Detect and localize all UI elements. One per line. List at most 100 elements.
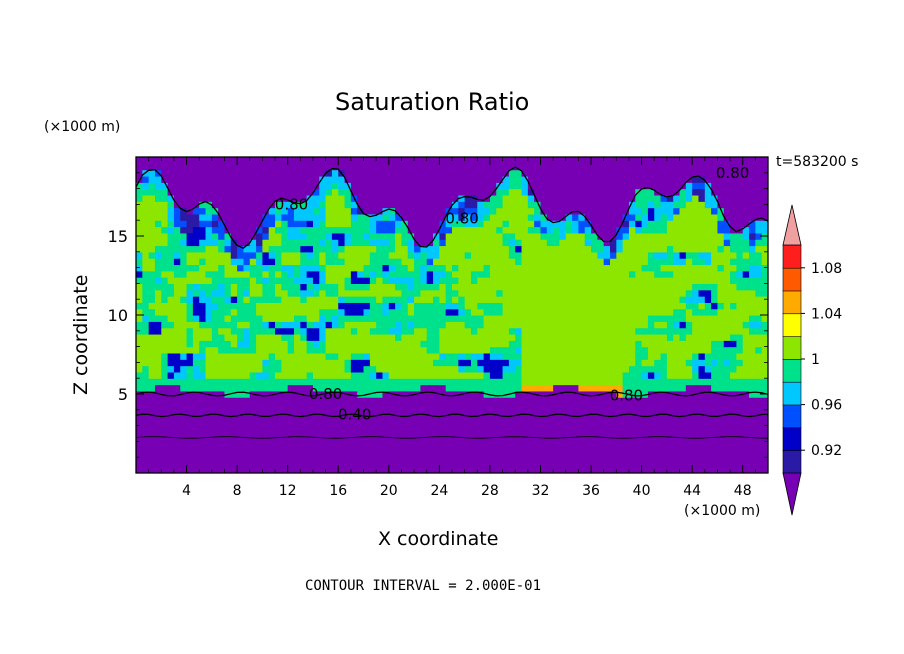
field-cell bbox=[287, 220, 308, 228]
field-cell bbox=[262, 239, 282, 247]
field-cell bbox=[369, 213, 384, 221]
field-cell bbox=[205, 207, 219, 215]
field-cell bbox=[249, 258, 257, 266]
field-cell bbox=[325, 340, 421, 348]
field-cell bbox=[730, 239, 750, 247]
field-cell bbox=[685, 258, 693, 266]
field-cell bbox=[388, 207, 396, 215]
field-cell bbox=[445, 283, 453, 291]
field-cell bbox=[445, 232, 504, 240]
field-cell bbox=[363, 308, 371, 316]
field-cell bbox=[572, 213, 579, 221]
field-cell bbox=[521, 251, 598, 259]
field-cell bbox=[211, 333, 226, 341]
field-cell bbox=[192, 226, 207, 234]
field-cell bbox=[142, 169, 156, 177]
field-cell bbox=[578, 213, 586, 221]
field-cell bbox=[256, 226, 263, 234]
field-cell bbox=[515, 245, 523, 253]
field-cell bbox=[256, 371, 270, 379]
field-cell bbox=[622, 213, 636, 221]
field-cell bbox=[205, 270, 226, 278]
field-cell bbox=[186, 270, 207, 278]
field-cell bbox=[666, 321, 674, 329]
field-cell bbox=[319, 207, 327, 215]
field-cell bbox=[749, 245, 756, 253]
field-cell bbox=[717, 296, 768, 303]
field-cell bbox=[673, 270, 731, 278]
contour-label: 0.80 bbox=[275, 195, 308, 213]
field-cell bbox=[628, 220, 636, 228]
field-cell bbox=[376, 371, 384, 379]
field-cell bbox=[237, 289, 245, 297]
field-cell bbox=[192, 365, 200, 373]
field-cell bbox=[218, 232, 226, 240]
field-cell bbox=[167, 365, 175, 373]
field-cell bbox=[489, 264, 643, 272]
field-cell bbox=[167, 352, 181, 360]
field-cell bbox=[167, 296, 181, 303]
field-cell bbox=[502, 308, 674, 316]
field-cell bbox=[218, 239, 226, 247]
field-cell bbox=[439, 226, 453, 234]
field-cell bbox=[173, 194, 308, 202]
field-cell bbox=[344, 169, 510, 177]
field-cell bbox=[249, 333, 257, 341]
field-cell bbox=[136, 352, 162, 360]
field-cell bbox=[268, 352, 276, 360]
field-cell bbox=[350, 239, 371, 247]
field-cell bbox=[559, 232, 567, 240]
field-cell bbox=[136, 308, 143, 316]
field-cell bbox=[294, 264, 301, 272]
field-cell bbox=[344, 201, 352, 209]
field-cell bbox=[211, 201, 276, 209]
field-cell bbox=[237, 308, 257, 316]
field-cell bbox=[382, 371, 390, 379]
field-cell bbox=[470, 213, 478, 221]
field-cell bbox=[521, 258, 605, 266]
field-cell bbox=[515, 239, 523, 247]
field-cell bbox=[521, 378, 624, 386]
field-cell bbox=[483, 308, 504, 316]
field-cell bbox=[325, 213, 352, 221]
field-cell bbox=[439, 277, 459, 284]
field-cell bbox=[256, 340, 289, 348]
field-cell bbox=[256, 245, 263, 253]
field-cell bbox=[647, 321, 655, 329]
field-cell bbox=[281, 258, 301, 266]
field-cell bbox=[584, 213, 624, 221]
field-cell bbox=[407, 308, 415, 316]
field-cell bbox=[325, 333, 396, 341]
field-cell bbox=[256, 333, 282, 341]
field-cell bbox=[350, 277, 371, 284]
field-cell bbox=[673, 207, 681, 215]
field-cell bbox=[306, 333, 320, 341]
field-cell bbox=[262, 321, 270, 329]
field-cell bbox=[148, 315, 169, 322]
field-cell bbox=[148, 365, 162, 373]
field-cell bbox=[331, 315, 339, 322]
field-cell bbox=[338, 188, 352, 196]
field-cell bbox=[730, 258, 763, 266]
field-cell bbox=[357, 207, 365, 215]
field-cell bbox=[237, 239, 251, 247]
field-cell bbox=[325, 169, 333, 177]
field-cell bbox=[186, 365, 194, 373]
field-cell bbox=[464, 352, 472, 360]
field-cell bbox=[420, 264, 428, 272]
field-cell bbox=[142, 251, 150, 259]
field-cell bbox=[268, 207, 276, 215]
field-cell bbox=[281, 232, 289, 240]
field-cell bbox=[325, 220, 352, 228]
field-cell bbox=[331, 239, 339, 247]
field-cell bbox=[237, 251, 257, 259]
field-cell bbox=[407, 283, 415, 291]
field-cell bbox=[262, 283, 276, 291]
field-cell bbox=[458, 277, 472, 284]
field-cell bbox=[306, 232, 327, 240]
field-cell bbox=[275, 220, 282, 228]
field-cell bbox=[369, 232, 396, 240]
field-cell bbox=[439, 232, 447, 240]
colorbar-tick-label: 1 bbox=[811, 352, 820, 368]
